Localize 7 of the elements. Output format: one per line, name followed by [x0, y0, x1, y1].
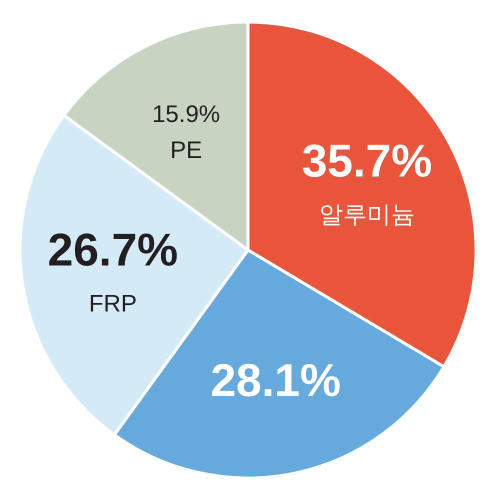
slice-label: PE — [170, 137, 202, 164]
data-label: 28.1% — [210, 354, 341, 406]
data-label: 15.9% — [152, 101, 220, 128]
slice-label: FRP — [88, 290, 137, 318]
slice-label: 알루미늄 — [318, 201, 415, 228]
data-label: 26.7% — [48, 223, 178, 276]
data-label: 35.7% — [302, 134, 432, 186]
